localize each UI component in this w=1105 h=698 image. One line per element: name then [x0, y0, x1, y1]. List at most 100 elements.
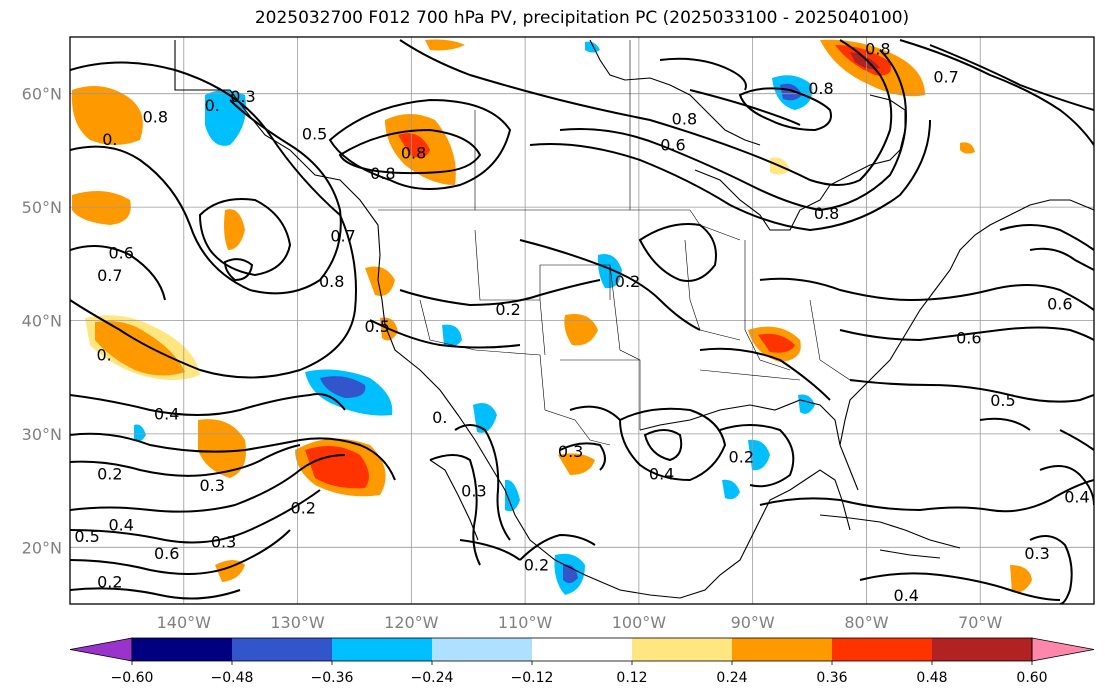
longitude-labels: 140°W 130°W 120°W 110°W 100°W 90°W 80°W 70°W — [157, 613, 1003, 632]
pv-contours — [70, 39, 1094, 604]
contour-label: 0. — [97, 346, 112, 365]
longitude-label: 70°W — [958, 613, 1002, 632]
graticule — [70, 37, 1094, 604]
contour-label: 0.6 — [154, 544, 179, 563]
colorbar-tick-label: −0.48 — [211, 670, 254, 686]
contour-label: 0.4 — [108, 516, 133, 535]
latitude-label: 60°N — [22, 85, 62, 104]
contour-label: 0.6 — [108, 243, 133, 262]
contour-label: 0.6 — [956, 329, 981, 348]
colorbar-segment — [432, 638, 533, 661]
colorbar-extend-high — [1031, 637, 1095, 662]
precip-blob — [365, 266, 395, 296]
contour-label: 0.4 — [649, 465, 674, 484]
contour-label: 0.3 — [558, 442, 583, 461]
colorbar-segment — [532, 638, 633, 661]
latitude-label: 30°N — [22, 425, 62, 444]
precip-blob — [305, 446, 369, 489]
contour-label: 0.2 — [524, 555, 549, 574]
precip-blob — [398, 133, 430, 158]
contour-label: 0.8 — [808, 79, 833, 98]
precip-blob — [95, 321, 185, 376]
longitude-label: 130°W — [270, 613, 325, 632]
precip-blob — [960, 142, 975, 154]
precip-blob — [425, 39, 465, 51]
colorbar-segment — [932, 638, 1033, 661]
contour-label: 0.3 — [211, 533, 236, 552]
contour-label: 0.8 — [672, 110, 697, 129]
contour-label: 0.8 — [814, 204, 839, 223]
colorbar-segment — [232, 638, 333, 661]
colorbar-tick-label: −0.60 — [111, 670, 154, 686]
contour-label: 0.5 — [364, 317, 389, 336]
contour-label: 0.8 — [865, 39, 890, 58]
longitude-label: 110°W — [498, 613, 553, 632]
precip-blob — [558, 453, 595, 475]
precip-blob — [473, 402, 497, 433]
latitude-label: 40°N — [22, 312, 62, 331]
precip-blob — [224, 209, 245, 250]
precip-blob — [205, 90, 246, 146]
precip-blob — [71, 86, 143, 145]
precip-blob — [722, 479, 740, 500]
political-borders — [378, 40, 851, 446]
colorbar-outline — [131, 637, 1033, 662]
contour-label: 0.5 — [302, 124, 327, 143]
colorbar — [69, 637, 1095, 662]
precip-blob — [564, 314, 598, 346]
colorbar-tick-label: 0.60 — [1016, 670, 1047, 686]
colorbar-tick-label: 0.12 — [616, 670, 647, 686]
longitude-label: 90°W — [731, 613, 775, 632]
map-frame — [69, 36, 1095, 605]
precip-blob — [758, 333, 795, 353]
precip-blob — [585, 41, 600, 53]
contour-label: 0.2 — [729, 448, 754, 467]
precip-blob — [320, 376, 366, 398]
contour-label: 0.4 — [1064, 487, 1089, 506]
contour-label: 0.2 — [291, 499, 316, 518]
colorbar-segment — [632, 638, 733, 661]
longitude-label: 80°W — [844, 613, 888, 632]
precip-blob — [134, 424, 146, 442]
contour-label: 0.8 — [319, 272, 344, 291]
precip-blob — [442, 324, 462, 347]
precip-blob — [72, 191, 131, 225]
precip-blob — [215, 560, 245, 582]
precip-blob — [780, 83, 802, 101]
colorbar-segment — [732, 638, 833, 661]
longitude-label: 100°W — [612, 613, 667, 632]
contour-label: 0.7 — [933, 68, 958, 87]
contour-label: 0.2 — [615, 272, 640, 291]
colorbar-tick-label: −0.36 — [311, 670, 354, 686]
contour-label: 0.3 — [1024, 544, 1049, 563]
contour-label: 0.4 — [154, 404, 179, 423]
longitude-label: 120°W — [384, 613, 439, 632]
colorbar-tick-label: 0.24 — [716, 670, 747, 686]
contour-label: 0.4 — [894, 586, 919, 605]
precip-shading — [71, 39, 1032, 595]
colorbar-tick-label: −0.12 — [511, 670, 554, 686]
contour-label: 0.5 — [74, 527, 99, 546]
precip-blob — [505, 479, 520, 512]
contour-label: 0.2 — [97, 465, 122, 484]
colorbar-segment — [832, 638, 933, 661]
latitude-label: 20°N — [22, 538, 62, 557]
contour-label: 0.8 — [370, 164, 395, 183]
contour-label: 0.8 — [401, 144, 426, 163]
map-title: 2025032700 F012 700 hPa PV, precipitatio… — [254, 8, 910, 28]
contour-label: 0.6 — [660, 136, 685, 155]
colorbar-segment — [332, 638, 433, 661]
contour-label: 0.2 — [495, 300, 520, 319]
longitude-label: 140°W — [157, 613, 212, 632]
precip-blob — [1010, 565, 1032, 593]
colorbar-extend-low — [69, 637, 133, 662]
contour-label: 0.8 — [143, 107, 168, 126]
contour-label: 0.7 — [330, 226, 355, 245]
contour-label: 0.3 — [230, 87, 255, 106]
contour-label: 0.5 — [990, 391, 1015, 410]
latitude-label: 50°N — [22, 198, 62, 217]
contour-label: 0. — [432, 408, 447, 427]
colorbar-tick-label: −0.24 — [411, 670, 454, 686]
contour-label: 0.3 — [461, 482, 486, 501]
